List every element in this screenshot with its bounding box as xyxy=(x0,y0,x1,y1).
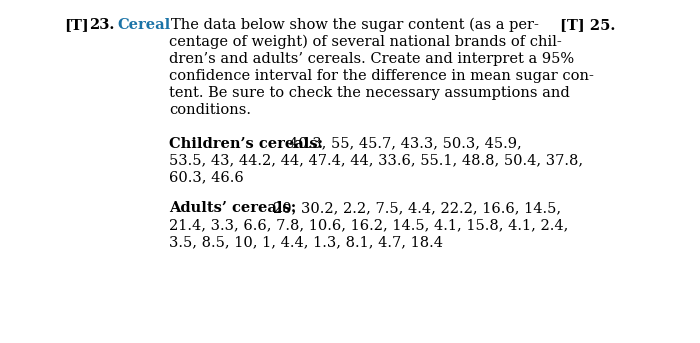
Text: Cereal: Cereal xyxy=(118,18,171,32)
Text: conditions.: conditions. xyxy=(169,103,251,117)
Text: 40.3, 55, 45.7, 43.3, 50.3, 45.9,: 40.3, 55, 45.7, 43.3, 50.3, 45.9, xyxy=(289,137,522,151)
Text: tent. Be sure to check the necessary assumptions and: tent. Be sure to check the necessary ass… xyxy=(169,86,570,100)
Text: Children’s cereals:: Children’s cereals: xyxy=(169,137,323,151)
Text: 21.4, 3.3, 6.6, 7.8, 10.6, 16.2, 14.5, 4.1, 15.8, 4.1, 2.4,: 21.4, 3.3, 6.6, 7.8, 10.6, 16.2, 14.5, 4… xyxy=(169,218,569,232)
Text: [T] 25.: [T] 25. xyxy=(560,18,615,32)
Text: Adults’ cereals:: Adults’ cereals: xyxy=(169,201,297,215)
Text: dren’s and adults’ cereals. Create and interpret a 95%: dren’s and adults’ cereals. Create and i… xyxy=(169,52,575,66)
Text: centage of weight) of several national brands of chil-: centage of weight) of several national b… xyxy=(169,35,562,49)
Text: 60.3, 46.6: 60.3, 46.6 xyxy=(169,171,244,185)
Text: confidence interval for the difference in mean sugar con-: confidence interval for the difference i… xyxy=(169,69,594,83)
Text: 3.5, 8.5, 10, 1, 4.4, 1.3, 8.1, 4.7, 18.4: 3.5, 8.5, 10, 1, 4.4, 1.3, 8.1, 4.7, 18.… xyxy=(169,235,443,249)
Text: 23.: 23. xyxy=(89,18,114,32)
Text: 53.5, 43, 44.2, 44, 47.4, 44, 33.6, 55.1, 48.8, 50.4, 37.8,: 53.5, 43, 44.2, 44, 47.4, 44, 33.6, 55.1… xyxy=(169,154,584,168)
Text: The data below show the sugar content (as a per-: The data below show the sugar content (a… xyxy=(171,18,539,32)
Text: [T]: [T] xyxy=(64,18,89,32)
Text: 20, 30.2, 2.2, 7.5, 4.4, 22.2, 16.6, 14.5,: 20, 30.2, 2.2, 7.5, 4.4, 22.2, 16.6, 14.… xyxy=(273,201,561,215)
